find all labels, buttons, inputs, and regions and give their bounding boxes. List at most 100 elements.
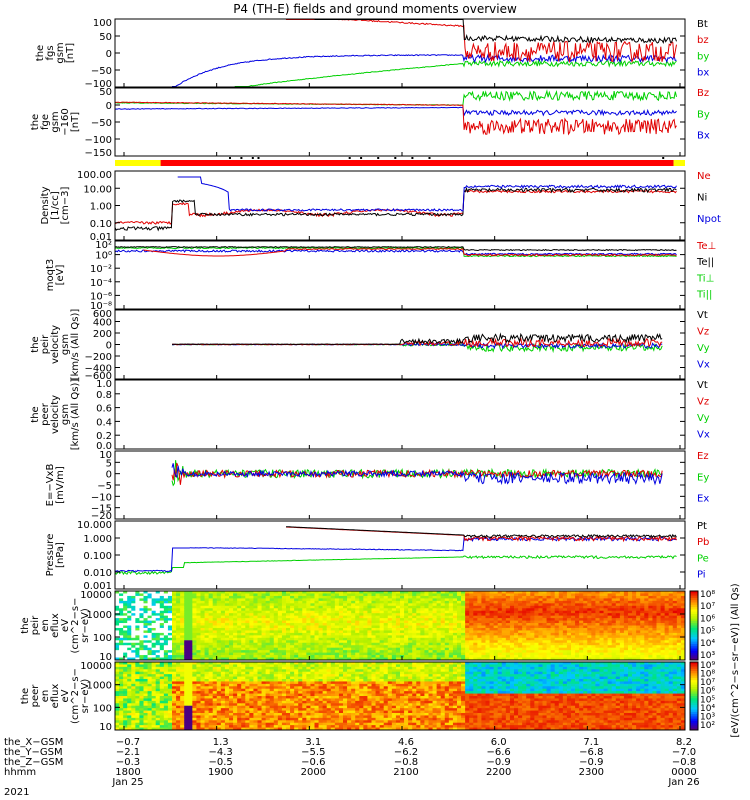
peir-spectrogram-cell xyxy=(127,657,132,661)
peir-spectrogram-cell xyxy=(139,630,144,634)
peer-spectrogram-cell xyxy=(143,676,148,680)
peer-spectrogram-cell xyxy=(163,698,169,702)
peir-spectrogram-cell xyxy=(326,625,332,629)
peir-spectrogram-cell xyxy=(632,652,637,656)
peir-spectrogram-cell xyxy=(566,613,572,617)
peir-spectrogram-cell xyxy=(379,642,385,646)
peir-spectrogram-cell xyxy=(636,625,641,629)
peir-spectrogram-cell xyxy=(188,613,193,617)
peir-spectrogram-cell xyxy=(286,603,291,607)
peir-spectrogram-cell xyxy=(628,591,633,594)
peer-spectrogram-cell xyxy=(176,717,181,721)
peir-spectrogram-cell xyxy=(200,598,205,602)
peir-spectrogram-cell xyxy=(534,652,539,656)
peir-spectrogram-cell xyxy=(583,635,588,639)
peir-spectrogram-cell xyxy=(538,600,543,604)
peir-spectrogram-cell xyxy=(424,618,429,621)
peir-spectrogram-cell xyxy=(131,600,136,604)
peir-spectrogram-cell xyxy=(440,625,446,629)
peir-spectrogram-cell xyxy=(579,598,584,602)
peir-spectrogram-cell xyxy=(603,593,609,597)
peir-spectrogram-cell xyxy=(603,608,609,612)
peir-spectrogram-cell xyxy=(371,613,376,617)
peer-spectrogram-cell xyxy=(147,703,153,707)
peir-spectrogram-cell xyxy=(184,610,189,614)
peir-spectrogram-cell xyxy=(432,642,438,646)
peir-spectrogram-cell xyxy=(188,630,193,634)
peir-spectrogram-cell xyxy=(546,620,552,624)
peir-spectrogram-cell xyxy=(229,637,234,641)
peir-spectrogram-cell xyxy=(363,637,368,641)
peir-spectrogram-cell xyxy=(253,618,258,621)
peir-spectrogram-cell xyxy=(522,598,527,602)
peir-spectrogram-cell xyxy=(290,613,295,617)
peer-spectrogram-cell xyxy=(119,698,124,702)
peir-spectrogram-cell xyxy=(607,591,613,594)
peir-spectrogram-cell xyxy=(184,595,189,599)
peer-spectrogram-cell xyxy=(147,662,153,665)
peir-spectrogram-cell xyxy=(375,630,381,634)
peir-spectrogram-cell xyxy=(436,608,442,612)
peer-spectrogram-cell xyxy=(163,696,169,699)
peir-spectrogram-cell xyxy=(587,600,592,604)
peir-spectrogram-cell xyxy=(172,623,177,626)
peir-spectrogram-cell xyxy=(143,627,148,631)
peer-spectrogram-cell xyxy=(155,662,161,665)
peir-spectrogram-cell xyxy=(652,623,657,626)
peir-spectrogram-cell xyxy=(269,610,275,614)
peir-spectrogram-cell xyxy=(241,652,246,656)
peir-spectrogram-cell xyxy=(277,652,283,656)
peir-spectrogram-cell xyxy=(444,595,450,599)
peir-spectrogram-cell xyxy=(286,647,291,651)
peir-spectrogram-cell xyxy=(599,642,604,646)
peir-spectrogram-cell xyxy=(167,640,173,644)
peir-spectrogram-cell xyxy=(522,627,527,631)
peir-spectrogram-cell xyxy=(461,640,466,644)
peer-spectrogram-cell xyxy=(119,722,124,726)
peir-spectrogram-cell xyxy=(465,623,470,626)
peir-spectrogram-cell xyxy=(151,623,157,626)
peer-spectrogram-cell xyxy=(237,679,242,682)
peir-spectrogram-cell xyxy=(241,615,246,619)
peir-spectrogram-cell xyxy=(318,647,324,651)
peir-spectrogram-cell xyxy=(440,652,446,656)
peer-spectrogram-cell xyxy=(200,676,205,680)
peer-spectrogram-cell xyxy=(184,664,189,668)
peir-spectrogram-cell xyxy=(330,637,336,641)
peir-spectrogram-cell xyxy=(127,652,132,656)
peer-spectrogram-cell xyxy=(196,715,201,719)
peir-spectrogram-cell xyxy=(595,642,600,646)
peir-spectrogram-cell xyxy=(298,600,303,604)
peer-spectrogram-cell xyxy=(253,708,258,711)
peir-spectrogram-cell xyxy=(253,595,258,599)
peir-spectrogram-cell xyxy=(334,595,340,599)
peir-spectrogram-cell xyxy=(619,632,625,636)
peir-spectrogram-cell xyxy=(550,652,556,656)
peir-spectrogram-cell xyxy=(306,637,311,641)
peir-spectrogram-cell xyxy=(599,647,604,651)
peir-spectrogram-cell xyxy=(383,655,389,658)
peir-spectrogram-cell xyxy=(265,615,271,619)
peer-spectrogram-cell xyxy=(220,664,226,668)
peir-spectrogram-cell xyxy=(664,627,670,631)
peir-spectrogram-cell xyxy=(265,620,271,624)
peir-spectrogram-cell xyxy=(489,613,495,617)
peer-spectrogram-cell xyxy=(241,669,246,673)
peir-spectrogram-cell xyxy=(257,642,262,646)
peir-spectrogram-cell xyxy=(509,650,515,653)
peir-spectrogram-cell xyxy=(518,627,523,631)
peer-spectrogram-cell xyxy=(200,727,205,731)
peir-spectrogram-cell xyxy=(273,598,279,602)
peer-spectrogram-cell xyxy=(147,700,153,704)
peir-spectrogram-cell xyxy=(452,632,458,636)
peir-spectrogram-cell xyxy=(493,657,499,661)
peir-spectrogram-cell xyxy=(562,650,568,653)
peir-spectrogram-cell xyxy=(269,637,275,641)
peir-spectrogram-cell xyxy=(253,623,258,626)
peer-spectrogram-cell xyxy=(224,669,230,673)
peer-spectrogram-cell xyxy=(233,713,238,716)
peir-spectrogram-cell xyxy=(550,657,556,661)
peer-spectrogram-cell xyxy=(159,664,165,668)
peir-spectrogram-cell xyxy=(432,618,438,621)
peir-spectrogram-cell xyxy=(155,637,161,641)
